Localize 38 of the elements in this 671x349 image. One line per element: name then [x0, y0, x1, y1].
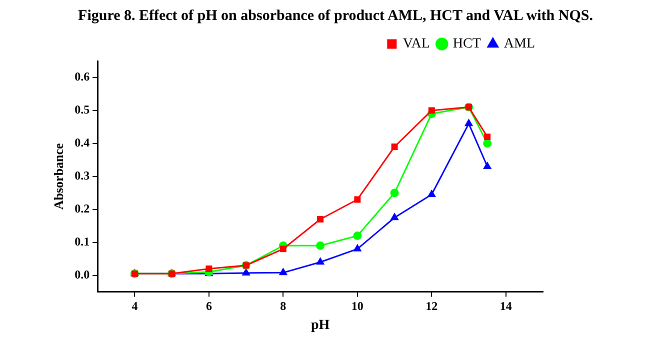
point [353, 232, 362, 240]
legend-label: HCT [452, 36, 482, 52]
y-tick-label: 0.6 [74, 70, 90, 84]
point [316, 241, 325, 250]
x-tick-label: 6 [206, 299, 212, 314]
y-axis-title: Absorbance [51, 142, 66, 210]
point [484, 134, 491, 140]
point [483, 139, 492, 148]
point [242, 268, 250, 276]
point [390, 213, 398, 220]
point [279, 268, 287, 276]
legend-label: AML [504, 36, 536, 52]
x-tick-label: 4 [132, 299, 138, 314]
x-tick-label: 10 [351, 299, 364, 314]
point [428, 107, 435, 114]
x-tick-label: 8 [280, 299, 286, 314]
x-axis-title: pH [310, 318, 330, 334]
point [464, 119, 473, 126]
point [428, 190, 436, 198]
point [391, 144, 398, 150]
point [354, 244, 362, 252]
y-tick-label: 0.3 [74, 168, 90, 182]
y-tick-label: 0.4 [74, 136, 90, 150]
x-tick-label: 14 [500, 299, 512, 314]
x-tick-label: 12 [426, 299, 438, 314]
point [484, 162, 492, 170]
y-tick-label: 0.0 [74, 267, 90, 282]
chart-title: Figure 8. Effect of pH on absorbance of product AML, HCT and VAL with NQS. [77, 8, 594, 25]
y-tick-label: 0.1 [74, 234, 90, 248]
legend-label: VAL [402, 36, 430, 52]
y-tick-label: 0.5 [74, 102, 90, 117]
point [354, 196, 361, 203]
point [206, 265, 212, 272]
y-tick-label: 0.2 [74, 201, 90, 216]
point [390, 188, 399, 198]
point [316, 258, 324, 265]
point [280, 246, 286, 252]
point [317, 216, 324, 222]
